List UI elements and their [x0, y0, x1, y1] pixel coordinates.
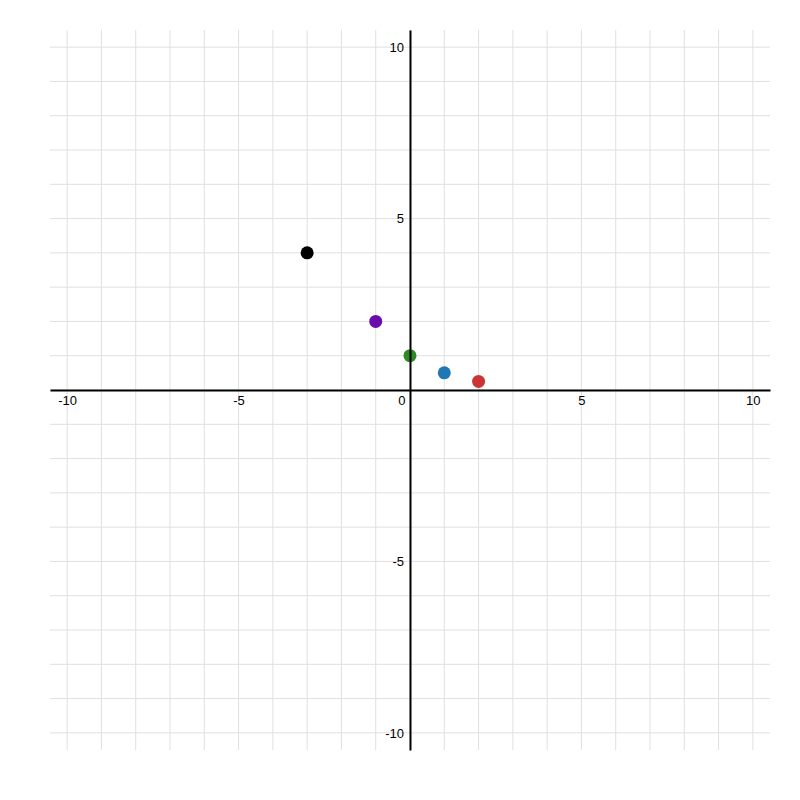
- y-axis-tick: 10: [390, 40, 410, 55]
- x-axis-tick: -5: [233, 390, 245, 408]
- x-axis-tick: 5: [578, 390, 585, 408]
- x-axis-tick: 0: [398, 390, 410, 408]
- y-axis-tick-label: 5: [397, 211, 404, 226]
- point: [472, 375, 485, 388]
- y-axis-tick-label: -5: [392, 554, 404, 569]
- y-axis-tick-label: -10: [385, 726, 404, 741]
- y-axis-tick: 5: [397, 211, 410, 226]
- y-axis-tick-label: 10: [390, 40, 404, 55]
- x-axis-tick-label: -10: [58, 393, 77, 408]
- grid: [50, 30, 770, 750]
- point: [369, 315, 382, 328]
- y-axis-line: [410, 31, 412, 751]
- x-axis-tick: -10: [58, 390, 77, 408]
- plot-area: -10 -5 0 5 10 -10 -5 5 10: [50, 30, 771, 751]
- x-axis-tick-label: 5: [578, 393, 585, 408]
- x-axis-tick-label: 0: [398, 393, 405, 408]
- point: [438, 366, 451, 379]
- y-axis: -10 -5 5 10: [385, 31, 410, 751]
- x-axis-tick-label: -5: [233, 393, 245, 408]
- grid-line-x: [410, 30, 411, 750]
- y-axis-tick: -5: [392, 554, 410, 569]
- points: [301, 246, 485, 388]
- y-axis-tick: -10: [385, 726, 410, 741]
- x-axis-tick: 10: [746, 390, 760, 408]
- point: [301, 246, 314, 259]
- x-axis-tick-label: 10: [746, 393, 760, 408]
- chart: -10 -5 0 5 10 -10 -5 5 10: [0, 0, 800, 800]
